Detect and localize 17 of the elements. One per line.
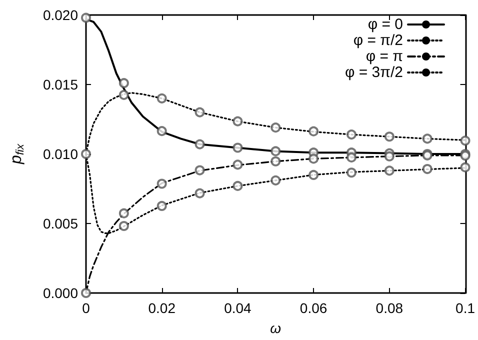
y-tick-label: 0.010 <box>42 146 78 162</box>
legend-label: φ = 0 <box>368 16 403 33</box>
x-tick-label: 0.06 <box>300 300 328 316</box>
y-tick-label: 0.000 <box>42 285 78 301</box>
y-tick-label: 0.020 <box>42 7 78 23</box>
x-tick-label: 0.08 <box>376 300 404 316</box>
x-axis-title: ω <box>270 320 282 336</box>
legend-label: φ = 3π/2 <box>344 64 403 81</box>
x-tick-label: 0.1 <box>456 300 476 316</box>
x-tick-label: 0.02 <box>148 300 176 316</box>
x-tick-label: 0 <box>82 300 90 316</box>
x-tick-label: 0.04 <box>224 300 252 316</box>
legend-label: φ = π/2 <box>353 32 403 49</box>
y-axis-title: pfix <box>8 144 26 165</box>
y-tick-label: 0.015 <box>42 76 78 92</box>
legend-label: φ = π <box>366 48 403 65</box>
y-tick-label: 0.005 <box>42 216 78 232</box>
